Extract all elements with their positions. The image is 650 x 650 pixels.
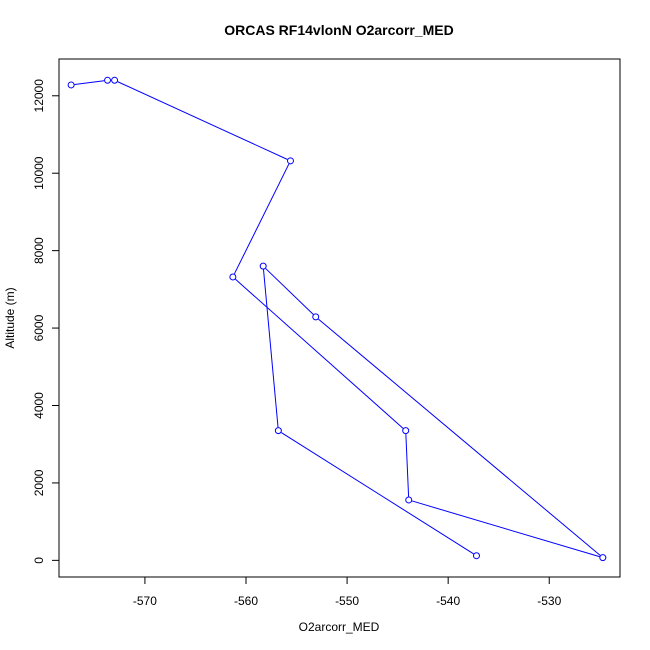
data-point [405,496,413,504]
y-tick-label: 8000 [32,237,46,264]
y-tick-label: 2000 [32,469,46,496]
plot-frame [58,58,621,578]
data-point [599,554,607,562]
series-segment [318,318,601,556]
series-segment [281,432,474,555]
series-segment [233,163,290,275]
y-tick-label: 4000 [32,392,46,419]
series-segment [405,434,410,497]
x-tick-label: -560 [234,594,258,608]
data-point [312,313,320,321]
series-segment [263,269,279,428]
data-point [111,76,119,84]
series-segment [74,80,105,85]
data-point [286,157,294,165]
y-axis-label: Altitude (m) [3,287,17,348]
chart-title: ORCAS RF14vlonN O2arcorr_MED [224,22,454,38]
series-segment [411,500,600,558]
data-point [259,262,267,270]
x-tick-label: -570 [133,594,157,608]
data-series [67,76,607,562]
y-tick-label: 6000 [32,314,46,341]
x-tick-label: -550 [335,594,359,608]
data-point [402,427,410,435]
data-point [472,552,480,560]
x-tick-label: -540 [436,594,460,608]
y-tick-label: 10000 [32,156,46,190]
series-segment [265,268,314,315]
series-segment [117,81,288,160]
series-segment [235,278,404,429]
x-axis: -570 -560 -550 -540 -530 [133,576,562,608]
y-tick-label: 12000 [32,79,46,113]
y-tick-label: 0 [32,557,46,564]
data-point [67,81,75,89]
y-axis: 0 2000 4000 6000 8000 10000 12000 [32,79,60,564]
data-point [104,76,112,84]
data-point [274,427,282,435]
data-point [229,273,237,281]
x-tick-label: -530 [537,594,561,608]
x-axis-label: O2arcorr_MED [299,620,380,634]
